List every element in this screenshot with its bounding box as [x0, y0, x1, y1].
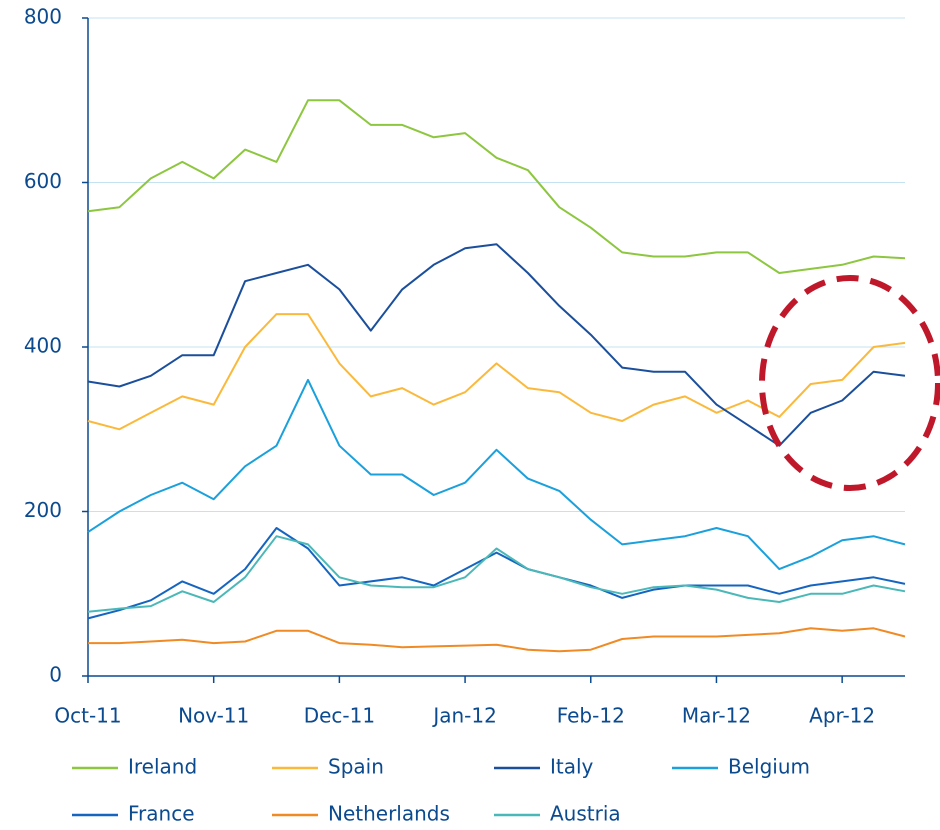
x-tick-label: Mar-12: [682, 704, 751, 728]
series-line: [87, 527, 906, 620]
y-tick-label: 800: [24, 5, 62, 29]
legend-label: Ireland: [128, 755, 197, 779]
x-tick-label: Oct-11: [54, 704, 121, 728]
x-tick-label: Dec-11: [304, 704, 375, 728]
legend-label: Belgium: [728, 755, 810, 779]
x-tick-label: Apr-12: [809, 704, 875, 728]
series-line: [87, 243, 906, 447]
y-tick-label: 600: [24, 169, 62, 193]
y-tick-label: 400: [24, 334, 62, 358]
legend-label: Austria: [550, 802, 621, 826]
x-tick-label: Feb-12: [557, 704, 625, 728]
x-tick-label: Jan-12: [431, 704, 497, 728]
x-tick-label: Nov-11: [178, 704, 249, 728]
y-tick-label: 0: [49, 663, 62, 687]
legend-label: Italy: [550, 755, 594, 779]
highlight-circle: [759, 275, 940, 491]
series-line: [87, 378, 906, 571]
y-tick-label: 200: [24, 498, 62, 522]
legend-label: France: [128, 802, 195, 826]
series-line: [87, 99, 906, 274]
series-line: [87, 535, 906, 613]
legend-label: Netherlands: [328, 802, 450, 826]
legend-label: Spain: [328, 755, 384, 779]
series-line: [88, 627, 906, 653]
series-line: [87, 313, 906, 431]
